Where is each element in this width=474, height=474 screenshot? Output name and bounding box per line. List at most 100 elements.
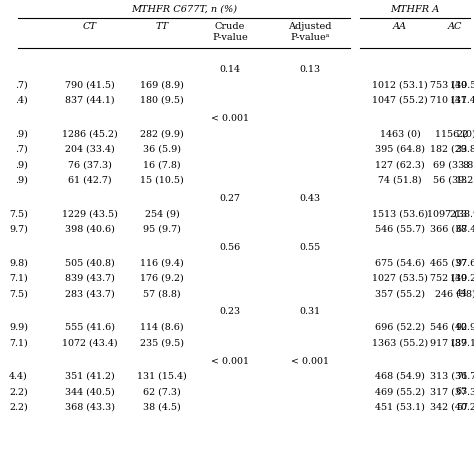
Text: .7): .7) <box>15 145 28 154</box>
Text: 8: 8 <box>462 161 468 170</box>
Text: 1027 (53.5): 1027 (53.5) <box>372 274 428 283</box>
Text: 710 (37.4): 710 (37.4) <box>430 96 474 105</box>
Text: 57 (8.8): 57 (8.8) <box>143 290 181 299</box>
Text: 141: 141 <box>450 96 468 105</box>
Text: 368 (43.3): 368 (43.3) <box>65 403 115 412</box>
Text: 468 (54.9): 468 (54.9) <box>375 372 425 381</box>
Text: 213: 213 <box>450 210 468 219</box>
Text: 0.27: 0.27 <box>219 194 240 203</box>
Text: 1513 (53.6): 1513 (53.6) <box>372 210 428 219</box>
Text: 114 (8.6): 114 (8.6) <box>140 323 184 332</box>
Text: 546 (40.9): 546 (40.9) <box>430 323 474 332</box>
Text: 839 (43.7): 839 (43.7) <box>65 274 115 283</box>
Text: 74 (51.8): 74 (51.8) <box>378 176 422 185</box>
Text: 1047 (55.2): 1047 (55.2) <box>372 96 428 105</box>
Text: 33: 33 <box>456 145 468 154</box>
Text: 0.43: 0.43 <box>300 194 320 203</box>
Text: 917 (37.1): 917 (37.1) <box>430 338 474 347</box>
Text: 57: 57 <box>456 403 468 412</box>
Text: 7.5): 7.5) <box>9 210 28 219</box>
Text: AA: AA <box>393 22 407 31</box>
Text: 9.7): 9.7) <box>9 225 28 234</box>
Text: 140: 140 <box>450 274 468 283</box>
Text: 92: 92 <box>456 323 468 332</box>
Text: 116 (9.4): 116 (9.4) <box>140 258 184 267</box>
Text: 95 (9.7): 95 (9.7) <box>143 225 181 234</box>
Text: 1363 (55.2): 1363 (55.2) <box>372 338 428 347</box>
Text: 13: 13 <box>456 176 468 185</box>
Text: 395 (64.8): 395 (64.8) <box>375 145 425 154</box>
Text: 282 (9.9): 282 (9.9) <box>140 129 184 138</box>
Text: 9.9): 9.9) <box>9 323 28 332</box>
Text: 1229 (43.5): 1229 (43.5) <box>62 210 118 219</box>
Text: < 0.001: < 0.001 <box>291 356 329 365</box>
Text: 4.4): 4.4) <box>9 372 28 381</box>
Text: 235 (9.5): 235 (9.5) <box>140 338 184 347</box>
Text: MTHFR A: MTHFR A <box>391 5 439 14</box>
Text: .7): .7) <box>15 81 28 90</box>
Text: 0.14: 0.14 <box>219 65 240 74</box>
Text: 1097 (38.9): 1097 (38.9) <box>427 210 474 219</box>
Text: 61 (42.7): 61 (42.7) <box>68 176 112 185</box>
Text: 1156 (0): 1156 (0) <box>435 129 474 138</box>
Text: 15 (10.5): 15 (10.5) <box>140 176 184 185</box>
Text: 68: 68 <box>456 225 468 234</box>
Text: 313 (36.7): 313 (36.7) <box>430 372 474 381</box>
Text: 9.8): 9.8) <box>9 258 28 267</box>
Text: < 0.001: < 0.001 <box>211 356 249 365</box>
Text: 1012 (53.1): 1012 (53.1) <box>372 81 428 90</box>
Text: 0.56: 0.56 <box>219 243 241 252</box>
Text: 0.23: 0.23 <box>219 308 241 317</box>
Text: .9): .9) <box>15 161 28 170</box>
Text: 398 (40.6): 398 (40.6) <box>65 225 115 234</box>
Text: 546 (55.7): 546 (55.7) <box>375 225 425 234</box>
Text: 837 (44.1): 837 (44.1) <box>65 96 115 105</box>
Text: 182 (29.8): 182 (29.8) <box>430 145 474 154</box>
Text: Adjusted
P-valueᵃ: Adjusted P-valueᵃ <box>288 22 332 42</box>
Text: 0.55: 0.55 <box>300 243 320 252</box>
Text: 76 (37.3): 76 (37.3) <box>68 161 112 170</box>
Text: .9): .9) <box>15 129 28 138</box>
Text: 63: 63 <box>456 388 468 396</box>
Text: 351 (41.2): 351 (41.2) <box>65 372 115 381</box>
Text: < 0.001: < 0.001 <box>211 114 249 123</box>
Text: .4): .4) <box>15 96 28 105</box>
Text: 357 (55.2): 357 (55.2) <box>375 290 425 299</box>
Text: 675 (54.6): 675 (54.6) <box>375 258 425 267</box>
Text: 169 (8.9): 169 (8.9) <box>140 81 184 90</box>
Text: 1072 (43.4): 1072 (43.4) <box>62 338 118 347</box>
Text: 790 (41.5): 790 (41.5) <box>65 81 115 90</box>
Text: Crude
P-value: Crude P-value <box>212 22 248 42</box>
Text: .9): .9) <box>15 176 28 185</box>
Text: 62 (7.3): 62 (7.3) <box>143 388 181 396</box>
Text: 1463 (0): 1463 (0) <box>380 129 420 138</box>
Text: 97: 97 <box>456 258 468 267</box>
Text: 0.31: 0.31 <box>300 308 320 317</box>
Text: 127 (62.3): 127 (62.3) <box>375 161 425 170</box>
Text: 505 (40.8): 505 (40.8) <box>65 258 115 267</box>
Text: 342 (40.2): 342 (40.2) <box>430 403 474 412</box>
Text: 0.13: 0.13 <box>300 65 320 74</box>
Text: 71: 71 <box>456 372 468 381</box>
Text: 56 (39.2): 56 (39.2) <box>433 176 474 185</box>
Text: CT: CT <box>83 22 97 31</box>
Text: 22: 22 <box>456 129 468 138</box>
Text: 131 (15.4): 131 (15.4) <box>137 372 187 381</box>
Text: 204 (33.4): 204 (33.4) <box>65 145 115 154</box>
Text: 2.2): 2.2) <box>9 388 28 396</box>
Text: 283 (43.7): 283 (43.7) <box>65 290 115 299</box>
Text: 451 (53.1): 451 (53.1) <box>375 403 425 412</box>
Text: 366 (37.4): 366 (37.4) <box>430 225 474 234</box>
Text: 69 (33.8): 69 (33.8) <box>433 161 474 170</box>
Text: MTHFR C677T, n (%): MTHFR C677T, n (%) <box>131 5 237 14</box>
Text: 176 (9.2): 176 (9.2) <box>140 274 184 283</box>
Text: 180 (9.5): 180 (9.5) <box>140 96 184 105</box>
Text: 7.5): 7.5) <box>9 290 28 299</box>
Text: TT: TT <box>155 22 169 31</box>
Text: 344 (40.5): 344 (40.5) <box>65 388 115 396</box>
Text: 1286 (45.2): 1286 (45.2) <box>62 129 118 138</box>
Text: 254 (9): 254 (9) <box>145 210 179 219</box>
Text: 2.2): 2.2) <box>9 403 28 412</box>
Text: 38 (4.5): 38 (4.5) <box>143 403 181 412</box>
Text: AC: AC <box>448 22 462 31</box>
